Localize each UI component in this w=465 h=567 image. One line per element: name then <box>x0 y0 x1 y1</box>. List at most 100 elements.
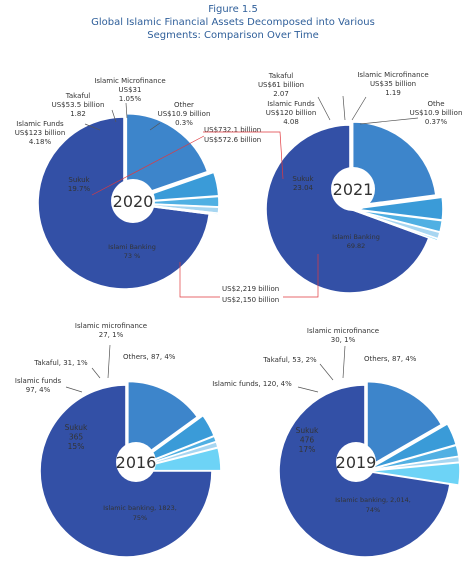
red-leader-line <box>283 254 319 298</box>
slice-label-other-line: Others, 87, 4% <box>123 353 176 361</box>
slice-label-microfinance: Islamic microfinance 27, 1% <box>75 322 147 339</box>
slice-label-other-line: 0.37% <box>425 118 448 126</box>
slice-label-sukuk-line: 19.7% <box>68 185 91 193</box>
figure-label: Figure 1.5 <box>208 4 258 15</box>
year-label: 2019 <box>336 453 377 472</box>
slice-label-sukuk-line: Sukuk <box>68 176 90 184</box>
leader-line <box>351 96 367 121</box>
year-disk <box>336 442 376 482</box>
slice-label-microfinance-line: 30, 1% <box>331 336 356 344</box>
pie-slice-sukuk <box>125 112 209 201</box>
slice-label-funds-line: Islamic Funds <box>267 100 315 108</box>
annotation-sukuk-2021-line: US$732.1 billion <box>204 126 261 134</box>
slice-label-microfinance-line: 1.05% <box>119 95 142 103</box>
value-annotations: US$732.1 billion US$572.6 billion US$2,219… <box>91 126 319 304</box>
slice-label-sukuk: Sukuk 365 15% <box>65 423 88 451</box>
slice-label-microfinance-line: 1.19 <box>385 89 401 97</box>
leader-line <box>65 386 83 393</box>
slice-label-banking-line: 69.82 <box>347 242 366 250</box>
leader-line <box>107 344 111 379</box>
slice-label-funds: Islamic Funds US$123 billion 4.18% <box>15 120 66 146</box>
slice-label-other-line: Othe <box>428 100 445 108</box>
slice-label-funds: Islamic funds 97, 4% <box>15 377 62 394</box>
year-disk <box>116 442 156 482</box>
slice-label-sukuk: Sukuk 19.7% <box>68 176 91 193</box>
annotation-sukuk-2020: US$572.6 billion <box>204 136 261 144</box>
slice-label-other: Others, 87, 4% <box>364 355 417 363</box>
pie-chart-2020: 2020 Islami Banking 73 % Sukuk 19.7% Islamic … <box>15 77 220 290</box>
slice-label-funds: Islamic funds, 120, 4% <box>212 380 292 388</box>
leader-line <box>149 122 161 131</box>
slice-label-funds: Islamic Funds US$120 billion 4.08 <box>266 100 317 126</box>
leader-line <box>342 95 346 121</box>
slice-label-takaful: Takaful, 31, 1% <box>33 359 88 367</box>
leader-line <box>111 109 117 123</box>
figure-title-line2: Segments: Comparison Over Time <box>147 30 319 41</box>
slice-label-banking-line: Islamic banking, 1823, <box>103 504 177 512</box>
leader-line <box>91 367 101 379</box>
slice-label-funds-line: 4.18% <box>29 138 52 146</box>
slice-label-takaful: Takaful US$61 billion 2.07 <box>258 72 304 98</box>
leader-line <box>84 123 101 131</box>
slice-label-takaful-line: 1.82 <box>70 110 86 118</box>
slice-label-other-line: Other <box>174 101 194 109</box>
pie-slice-other <box>352 209 440 242</box>
slice-label-other-line: US$10.9 billion <box>158 110 211 118</box>
slice-label-sukuk: Sukuk 476 17% <box>296 426 319 454</box>
leader-line <box>317 96 331 121</box>
slice-label-microfinance-line: Islamic microfinance <box>75 322 147 330</box>
slice-label-microfinance-line: US$35 billion <box>370 80 416 88</box>
slice-label-microfinance-line: 27, 1% <box>99 331 124 339</box>
year-label: 2021 <box>333 180 374 199</box>
leader-line <box>359 117 419 125</box>
slice-label-banking: Islamic banking, 1823, 75% <box>103 504 177 522</box>
slice-label-banking: Islami Banking 69.82 <box>332 233 380 250</box>
annotation-banking-2020: US$2,150 billion <box>222 296 279 304</box>
annotation-sukuk-2021: US$732.1 billion <box>204 126 261 134</box>
slice-label-microfinance-line: US$31 <box>119 86 142 94</box>
slice-label-takaful: Takaful, 53, 2% <box>262 356 317 364</box>
slice-label-other-line: US$10.9 billion <box>410 109 463 117</box>
annotation-banking-2021-line: US$2,219 billion <box>222 285 279 293</box>
slice-label-funds-line: Islamic Funds <box>16 120 64 128</box>
slice-label-sukuk-line: Sukuk <box>292 175 314 183</box>
year-label-line: 2021 <box>333 180 374 199</box>
slice-label-other: Othe US$10.9 billion 0.37% <box>410 100 463 126</box>
pie-slice-sukuk <box>366 380 443 469</box>
slice-label-banking-line: 74% <box>366 506 380 514</box>
slice-label-sukuk-line: 23.04 <box>293 184 314 192</box>
slice-label-other: Other US$10.9 billion 0.3% <box>158 101 211 127</box>
slice-label-other: Others, 87, 4% <box>123 353 176 361</box>
slice-label-sukuk: Sukuk 23.04 <box>292 175 314 192</box>
year-label-line: 2016 <box>116 453 157 472</box>
pie-chart-2021: 2021 Islami Banking 69.82 Sukuk 23.04 Islamic… <box>258 71 463 294</box>
pie-slice-banking <box>39 384 213 558</box>
slice-label-sukuk-line: 17% <box>299 445 316 454</box>
slice-label-banking: Islami Banking 73 % <box>108 243 156 260</box>
pie-chart-2019: 2019 Islamic banking, 2,014, 74% Sukuk 476 17… <box>212 327 461 558</box>
year-label: 2016 <box>116 453 157 472</box>
annotation-banking-2021: US$2,219 billion <box>222 285 279 293</box>
slice-label-sukuk-line: 15% <box>68 442 85 451</box>
slice-label-takaful-line: Takaful, 53, 2% <box>262 356 317 364</box>
slice-label-takaful-line: Takaful <box>268 72 294 80</box>
slice-label-funds-line: Islamic funds <box>15 377 62 385</box>
slice-label-sukuk-line: 365 <box>69 433 84 442</box>
year-label: 2020 <box>113 192 154 211</box>
slice-label-banking-line: Islami Banking <box>332 233 380 241</box>
pie-chart-2016: 2016 Islamic banking, 1823, 75% Sukuk 365 15%… <box>15 322 222 558</box>
slice-label-microfinance-line: Islamic Microfinance <box>94 77 165 85</box>
slice-label-sukuk-line: 476 <box>300 436 315 445</box>
year-disk <box>111 179 155 223</box>
slice-label-banking-line: 73 % <box>124 252 141 260</box>
slice-label-takaful-line: Takaful, 31, 1% <box>33 359 88 367</box>
slice-label-microfinance: Islamic Microfinance US$35 billion 1.19 <box>357 71 428 97</box>
slice-label-funds-line: Islamic funds, 120, 4% <box>212 380 292 388</box>
slice-label-takaful-line: US$61 billion <box>258 81 304 89</box>
slice-label-microfinance-line: Islamic Microfinance <box>357 71 428 79</box>
year-disk <box>331 167 375 211</box>
slice-label-sukuk-line: Sukuk <box>65 423 88 432</box>
year-label-line: 2019 <box>336 453 377 472</box>
